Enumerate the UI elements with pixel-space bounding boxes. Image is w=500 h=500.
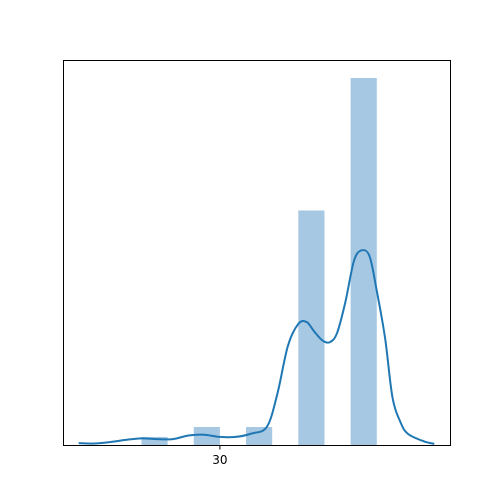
histogram-bar-3: [246, 427, 273, 445]
x-tick-label-1: 30: [212, 453, 227, 467]
histogram-bar-2: [193, 427, 220, 445]
histogram-bar-5: [350, 78, 377, 445]
axes-frame: [63, 60, 451, 446]
x-axis-ticks: 30: [212, 445, 228, 467]
histogram-bars: [141, 78, 377, 445]
kde-curve: [78, 249, 435, 445]
histogram-bar-1: [141, 436, 168, 445]
